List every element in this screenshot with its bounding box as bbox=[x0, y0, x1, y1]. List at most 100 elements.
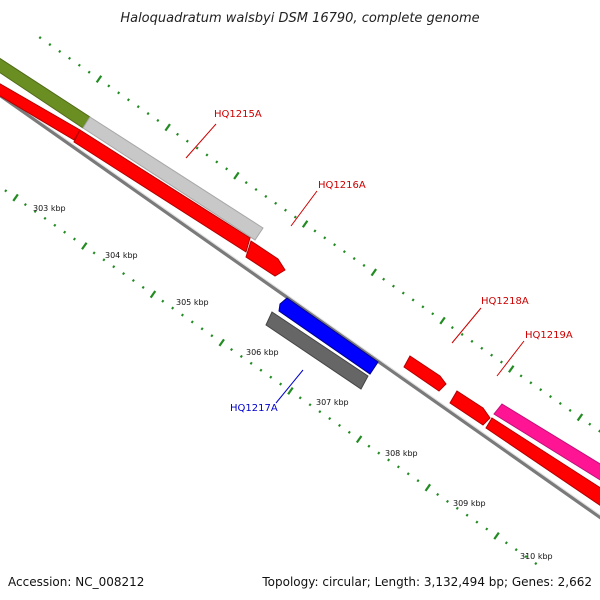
magenta-feature bbox=[493, 403, 600, 481]
minor-tick bbox=[230, 347, 234, 352]
minor-tick bbox=[460, 332, 464, 337]
minor-tick bbox=[445, 499, 449, 503]
gene-arrow-hq1217a bbox=[278, 297, 379, 375]
leader-line-hq1215a bbox=[185, 123, 217, 159]
major-tick bbox=[370, 268, 378, 277]
minor-tick bbox=[180, 313, 184, 317]
minor-tick bbox=[23, 203, 27, 207]
minor-tick bbox=[210, 334, 214, 338]
minor-tick bbox=[514, 548, 518, 552]
scale-label-309: 309 kbp bbox=[453, 499, 486, 508]
minor-tick bbox=[328, 417, 332, 421]
minor-tick bbox=[333, 243, 337, 247]
minor-tick bbox=[308, 403, 312, 407]
minor-tick bbox=[347, 430, 351, 434]
minor-tick bbox=[112, 265, 116, 269]
scale-label-305: 305 kbp bbox=[176, 298, 209, 307]
minor-tick bbox=[279, 382, 283, 386]
leader-line-hq1217a bbox=[275, 369, 304, 404]
minor-tick bbox=[53, 223, 57, 227]
minor-tick bbox=[362, 263, 366, 267]
minor-tick bbox=[499, 360, 503, 364]
major-tick bbox=[218, 338, 225, 347]
minor-tick bbox=[436, 492, 440, 497]
scale-label-308: 308 kbp bbox=[385, 449, 418, 458]
major-tick bbox=[493, 532, 500, 540]
minor-tick bbox=[63, 230, 67, 234]
minor-tick bbox=[534, 561, 538, 566]
minor-tick bbox=[548, 395, 553, 399]
gene-arrow-red-right bbox=[485, 417, 600, 506]
minor-tick bbox=[190, 320, 194, 324]
major-tick bbox=[439, 316, 446, 325]
minor-tick bbox=[92, 251, 96, 255]
minor-tick bbox=[293, 215, 297, 219]
major-tick bbox=[301, 220, 309, 228]
minor-tick bbox=[524, 555, 528, 559]
gene-arrow-red-partial bbox=[0, 83, 81, 141]
gray-gene-block bbox=[265, 311, 369, 390]
minor-tick bbox=[377, 451, 381, 455]
minor-tick bbox=[382, 277, 386, 281]
minor-tick bbox=[38, 36, 42, 40]
minor-tick bbox=[421, 305, 425, 309]
feature-track bbox=[0, 57, 600, 506]
minor-tick bbox=[161, 299, 165, 303]
minor-tick bbox=[337, 423, 342, 428]
minor-tick bbox=[254, 187, 258, 192]
minor-tick bbox=[122, 272, 126, 276]
major-tick bbox=[149, 290, 157, 299]
minor-tick bbox=[156, 118, 160, 123]
minor-tick bbox=[396, 465, 400, 469]
backbone-line bbox=[0, 92, 600, 520]
minor-tick bbox=[529, 381, 533, 385]
scale-label-310: 310 kbp bbox=[520, 552, 553, 561]
gene-arrow-red-mid bbox=[449, 390, 491, 426]
scale-label-306: 306 kbp bbox=[246, 348, 279, 357]
scale-labels: 303 kbp 304 kbp 305 kbp 306 kbp 307 kbp … bbox=[33, 204, 553, 561]
gene-label-hq1219a[interactable]: HQ1219A bbox=[525, 330, 573, 341]
minor-tick bbox=[588, 422, 592, 426]
major-tick bbox=[287, 387, 294, 395]
minor-tick bbox=[259, 368, 263, 372]
map-title: Haloquadratum walsbyi DSM 16790, complet… bbox=[120, 11, 479, 26]
minor-tick bbox=[117, 91, 121, 95]
minor-tick bbox=[416, 479, 420, 483]
topology-summary: Topology: circular; Length: 3,132,494 bp… bbox=[261, 575, 592, 589]
minor-tick bbox=[367, 444, 371, 448]
minor-tick bbox=[411, 298, 415, 302]
gene-label-hq1217a[interactable]: HQ1217A bbox=[230, 403, 278, 414]
minor-tick bbox=[519, 374, 523, 378]
major-tick bbox=[508, 365, 515, 373]
major-tick bbox=[424, 483, 432, 492]
minor-tick bbox=[490, 353, 494, 357]
minor-tick bbox=[313, 229, 317, 233]
minor-tick bbox=[72, 237, 76, 241]
gene-label-hq1216a[interactable]: HQ1216A bbox=[318, 180, 366, 191]
minor-tick bbox=[244, 181, 248, 185]
light-gray-feature bbox=[82, 116, 264, 241]
minor-tick bbox=[58, 49, 62, 54]
minor-tick bbox=[539, 388, 543, 392]
minor-tick bbox=[171, 306, 175, 310]
minor-tick bbox=[136, 105, 140, 109]
gene-label-hq1218a[interactable]: HQ1218A bbox=[481, 296, 529, 307]
minor-tick bbox=[107, 84, 111, 88]
minor-tick bbox=[283, 208, 287, 212]
minor-tick bbox=[200, 327, 204, 331]
minor-tick bbox=[185, 139, 189, 143]
gene-label-hq1215a[interactable]: HQ1215A bbox=[214, 109, 262, 120]
minor-tick bbox=[431, 312, 435, 316]
minor-tick bbox=[475, 520, 479, 524]
minor-tick bbox=[465, 513, 469, 517]
major-tick bbox=[355, 435, 363, 444]
genome-backbone bbox=[0, 92, 600, 520]
major-tick bbox=[81, 242, 88, 250]
minor-tick bbox=[225, 167, 229, 171]
minor-tick bbox=[485, 527, 489, 531]
scale-label-304: 304 kbp bbox=[105, 251, 138, 260]
minor-tick bbox=[342, 250, 346, 254]
minor-tick bbox=[33, 209, 37, 214]
